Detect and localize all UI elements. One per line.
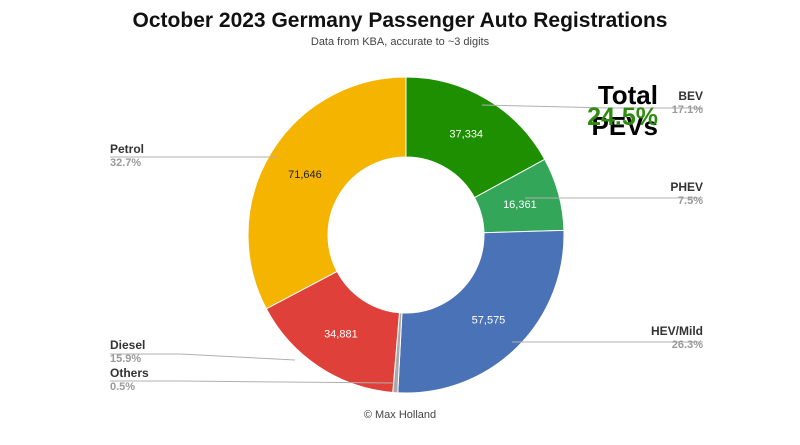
slice-bev [405,76,546,199]
leader-line-bev [481,104,703,109]
legend-label-others: Others [110,366,149,380]
leader-line-others [110,380,395,384]
value-label-diesel: 34,881 [324,328,358,340]
value-label-phev: 16,361 [503,199,537,211]
percent-label-others: 0.5% [110,381,135,393]
value-label-bev: 37,334 [449,129,483,141]
legend-label-bev: BEV [678,89,703,103]
legend-label-petrol: Petrol [110,142,144,156]
slice-petrol [247,76,407,310]
total-pevs-label: Total PEVs [591,80,659,141]
value-label-hev-mild: 57,575 [472,314,506,326]
slice-hev-mild [397,229,565,394]
percent-label-diesel: 15.9% [110,353,141,365]
credit: © Max Holland [363,409,437,421]
chart-subtitle: Data from KBA, accurate to ~3 digits [310,36,490,48]
legend-label-phev: PHEV [670,180,703,194]
legend-label-hev-mild: HEV/Mild [651,324,703,338]
total-pevs-value: 24.5% [587,103,658,131]
percent-label-hev-mild: 26.3% [672,339,703,351]
leader-line-diesel [110,353,296,361]
percent-label-phev: 7.5% [678,195,703,207]
percent-label-bev: 17.1% [672,104,703,116]
value-label-petrol: 71,646 [288,169,322,181]
chart-title: October 2023 Germany Passenger Auto Regi… [132,9,668,32]
percent-label-petrol: 32.7% [110,157,141,169]
legend-label-diesel: Diesel [110,338,145,352]
